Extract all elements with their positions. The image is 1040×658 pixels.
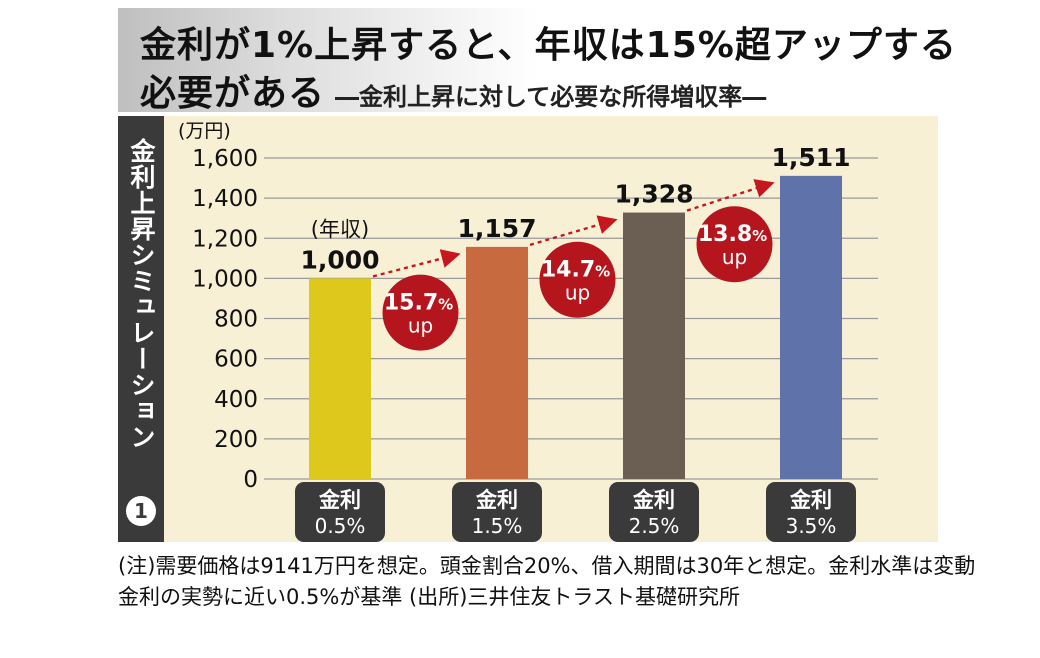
- increase-value: 14.7%: [541, 258, 610, 283]
- bar: [780, 175, 842, 479]
- y-tick-label: 800: [214, 307, 258, 333]
- category-labels: 金利0.5%金利1.5%金利2.5%金利3.5%: [295, 482, 856, 542]
- y-tick-label: 1,200: [192, 226, 258, 252]
- value-label: 1,511: [771, 143, 850, 172]
- increase-badge-circle: [539, 241, 616, 318]
- y-axis: 0 200 400 600 800 1,000 1,200 1,400 1,600: [192, 146, 258, 493]
- category-label-line2: 0.5%: [315, 514, 366, 538]
- footnote: (注)需要価格は9141万円を想定。頭金割合20%、借入期間は30年と想定。金利…: [118, 554, 976, 609]
- side-number-badge: 1: [126, 496, 156, 526]
- category-label-line2: 2.5%: [629, 514, 680, 538]
- value-label: 1,328: [614, 180, 693, 209]
- bar: [623, 212, 685, 479]
- increase-value: 13.8%: [698, 222, 767, 247]
- y-tick-label: 200: [214, 427, 258, 453]
- increase-badge-circle: [696, 206, 773, 283]
- category-box: [295, 482, 385, 542]
- increase-badge: 14.7%up: [539, 241, 616, 318]
- value-label: 1,157: [457, 214, 536, 243]
- y-tick-label: 1,400: [192, 186, 258, 212]
- chart-title: 金利が1%上昇すると、年収は15%超アップする: [140, 25, 957, 66]
- chart-title-continued: 必要がある: [140, 73, 326, 114]
- increase-badge: 13.8%up: [696, 206, 773, 283]
- y-tick-label: 600: [214, 347, 258, 373]
- value-labels: 1,000 (年収) 1,157 1,328 1,511: [300, 143, 850, 275]
- y-tick-label: 1,600: [192, 146, 258, 172]
- increase-text: up: [408, 314, 433, 338]
- category-label-line1: 金利: [318, 488, 361, 512]
- value-label: 1,000: [300, 245, 379, 274]
- y-unit-label: (万円): [178, 120, 231, 142]
- y-tick-label: 1,000: [192, 266, 258, 292]
- y-tick-label: 400: [214, 387, 258, 413]
- trend-arrow: [529, 215, 618, 247]
- bars: [309, 175, 842, 479]
- category-box: [766, 482, 856, 542]
- side-label: 金利上昇シミュレーション: [127, 138, 156, 450]
- increase-badge-circle: [382, 274, 459, 351]
- increase-text: up: [565, 281, 590, 305]
- category-label-line2: 1.5%: [472, 514, 523, 538]
- trend-arrows: [372, 179, 775, 278]
- title-block: 金利が1%上昇すると、年収は15%超アップする 必要がある ―金利上昇に対して必要…: [118, 8, 1018, 114]
- y-tick-label: 0: [243, 467, 258, 493]
- bar: [309, 278, 371, 479]
- category-box: [609, 482, 699, 542]
- chart-subtitle: ―金利上昇に対して必要な所得増収率―: [335, 83, 767, 111]
- trend-arrow: [686, 179, 775, 212]
- category-label-line1: 金利: [632, 488, 675, 512]
- category-label-line2: 3.5%: [786, 514, 837, 538]
- increase-text: up: [722, 245, 747, 269]
- increase-value: 15.7%: [384, 291, 453, 316]
- side-band: 金利上昇シミュレーション 1: [118, 116, 164, 542]
- bar: [466, 246, 528, 479]
- increase-badge: 15.7%up: [382, 274, 459, 351]
- category-box: [452, 482, 542, 542]
- category-label-line1: 金利: [475, 488, 518, 512]
- trend-arrow: [372, 249, 461, 278]
- category-label-line1: 金利: [789, 488, 832, 512]
- first-bar-caption: (年収): [311, 217, 369, 241]
- chart-title-line2: 必要がある ―金利上昇に対して必要な所得増収率―: [140, 64, 766, 116]
